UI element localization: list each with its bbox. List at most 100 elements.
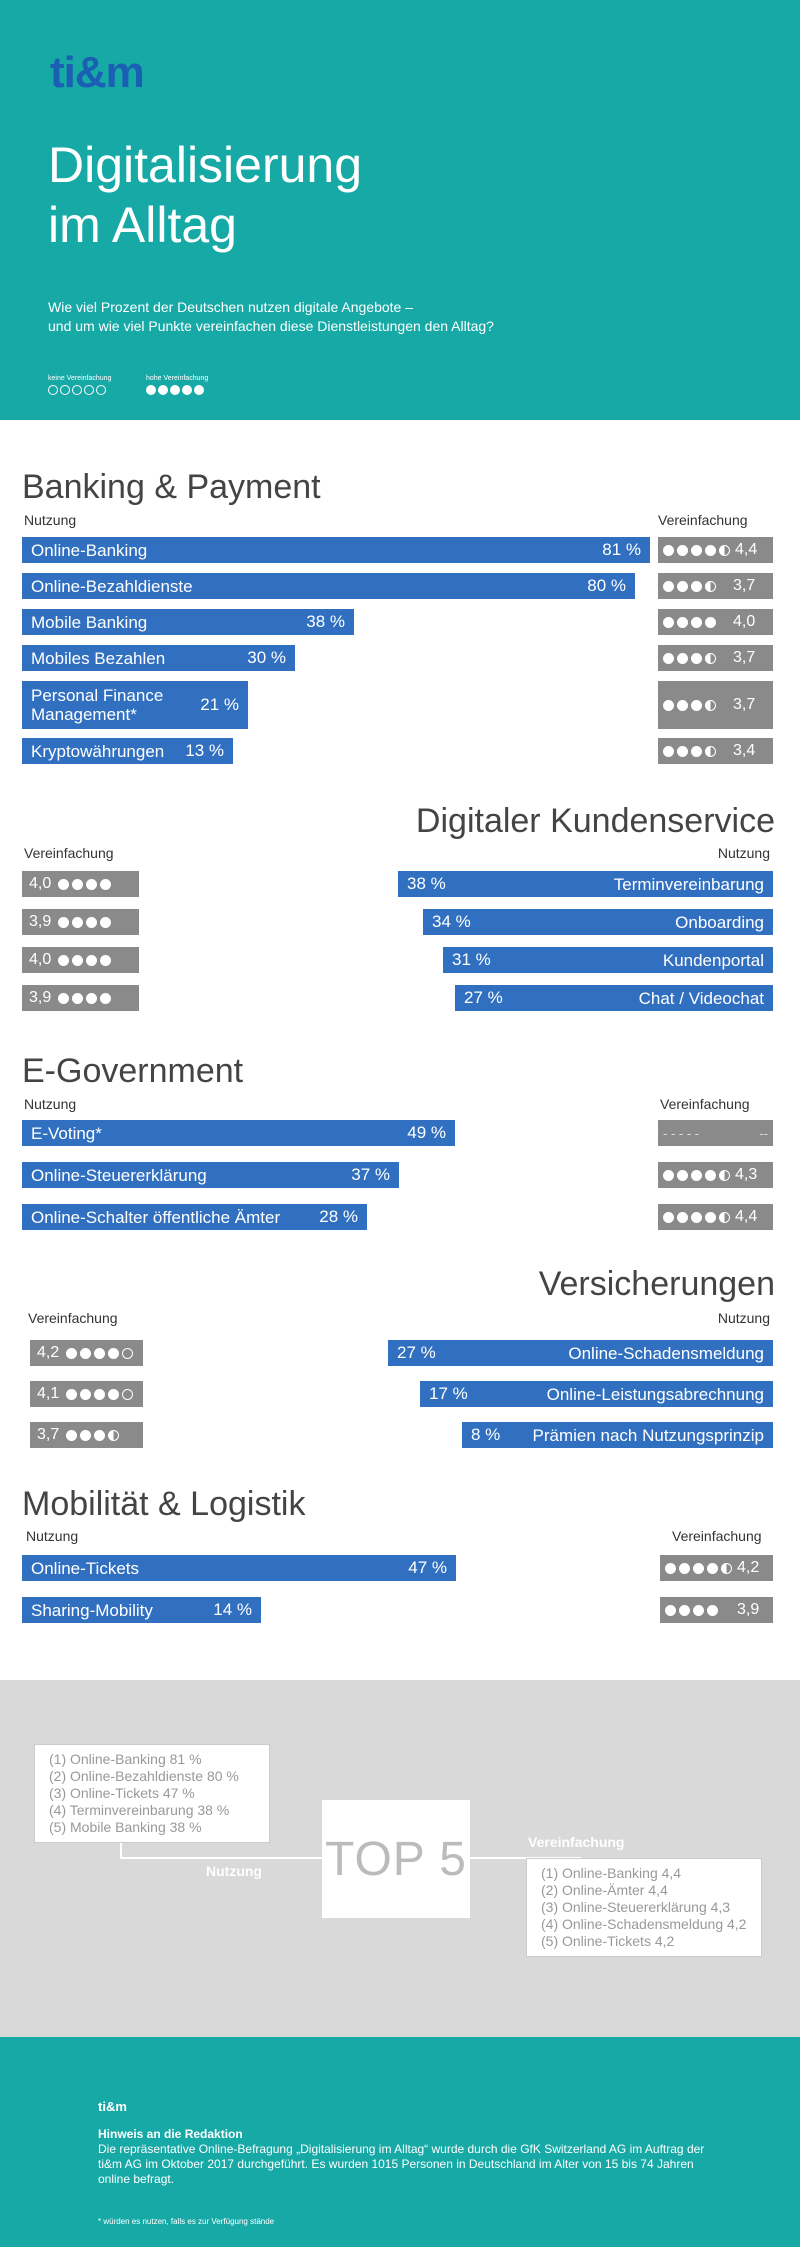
full-dot-icon [663, 544, 674, 556]
list-item: (2) Online-Bezahldienste 80 % [49, 1768, 239, 1784]
bar-value: 47 % [408, 1558, 447, 1577]
list-item: (5) Online-Tickets 4,2 [541, 1933, 675, 1949]
full-dot-icon [72, 878, 84, 890]
rating-sharing-mobility: 3,9 [660, 1597, 773, 1623]
half-dot-icon [108, 1429, 120, 1441]
list-item: (5) Mobile Banking 38 % [49, 1819, 202, 1835]
rating-personal-finance-management: 3,7 [658, 681, 773, 729]
bar-label: Online-Leistungsabrechnung [546, 1384, 764, 1404]
legend-high-label: hohe Vereinfachung [146, 375, 209, 382]
full-dot-icon [707, 1562, 718, 1574]
footer-logo[interactable]: ti&m [98, 2099, 127, 2114]
empty-dot-icon [122, 1347, 134, 1359]
bar-mobile-banking[interactable]: Mobile Banking 38 % [22, 609, 354, 635]
rating-value: 4,3 [735, 1166, 758, 1183]
half-dot-icon [719, 544, 730, 556]
bar-online-tickets[interactable]: Online-Tickets 47 % [22, 1555, 456, 1581]
empty-dot-icon [84, 385, 94, 395]
connector-line-right [470, 1857, 580, 1859]
bar-label: Online-Bezahldienste [31, 576, 193, 596]
bar-label: Online-Banking [31, 540, 148, 560]
bar-personal-finance-management[interactable]: Personal Finance Management* 21 % [22, 681, 248, 729]
rating-e-voting: - - - - - -- [658, 1120, 773, 1146]
bar-label: Online-Schalter öffentliche Ämter [31, 1207, 281, 1227]
rating-online-steuererklaerung: 4,3 [658, 1162, 773, 1188]
full-dot-icon [691, 580, 702, 592]
legend-empty-dots [48, 385, 111, 395]
full-dot-icon [86, 916, 98, 928]
half-dot-icon [705, 745, 716, 757]
top5-section: (1) Online-Banking 81 % (2) Online-Bezah… [0, 1680, 800, 2037]
bar-online-bezahldienste[interactable]: Online-Bezahldienste 80 % [22, 573, 635, 599]
top5-simplification-list: (1) Online-Banking 4,4 (2) Online-Ämter … [526, 1858, 762, 1957]
half-dot-icon [719, 1169, 730, 1181]
connector-line-left [120, 1857, 322, 1859]
bar-onboarding[interactable]: Onboarding 34 % [423, 909, 773, 935]
bar-praemien-nutzungsprinzip[interactable]: Prämien nach Nutzungsprinzip 8 % [462, 1422, 773, 1448]
egov-simplification-header: Vereinfachung [660, 1096, 750, 1112]
full-dot-icon [66, 1429, 78, 1441]
kundenservice-simplification-header: Vereinfachung [24, 845, 114, 861]
full-dot-icon [58, 878, 70, 890]
bar-online-banking[interactable]: Online-Banking 81 % [22, 537, 650, 563]
half-dot-icon [705, 580, 716, 592]
bar-online-schalter[interactable]: Online-Schalter öffentliche Ämter 28 % [22, 1204, 367, 1230]
full-dot-icon [677, 544, 688, 556]
banking-usage-header: Nutzung [24, 512, 77, 528]
full-dot-icon [108, 1388, 120, 1400]
brand-logo[interactable]: ti&m [50, 48, 145, 97]
footer: ti&m Hinweis an die Redaktion Die repräs… [0, 2037, 800, 2247]
rating-kryptowaehrungen: 3,4 [658, 738, 773, 764]
full-dot-icon [693, 1562, 704, 1574]
section-title-kundenservice: Digitaler Kundenservice [415, 802, 775, 840]
list-item: (1) Online-Banking 81 % [49, 1751, 202, 1767]
bar-sharing-mobility[interactable]: Sharing-Mobility 14 % [22, 1597, 261, 1623]
bar-kryptowaehrungen[interactable]: Kryptowährungen 13 % [22, 738, 233, 764]
bar-value: 8 % [471, 1425, 501, 1444]
rating-online-bezahldienste: 3,7 [658, 573, 773, 599]
bar-online-schadensmeldung[interactable]: Online-Schadensmeldung 27 % [388, 1340, 773, 1366]
bar-label: Chat / Videochat [638, 988, 764, 1008]
full-dot-icon [58, 992, 70, 1004]
full-dot-icon [94, 1388, 106, 1400]
rating-value: 3,9 [29, 913, 52, 930]
bar-chat-videochat[interactable]: Chat / Videochat 27 % [455, 985, 773, 1011]
bar-label: Online-Schadensmeldung [568, 1343, 764, 1363]
list-item: (4) Online-Schadensmeldung 4,2 [541, 1916, 747, 1932]
bar-online-steuererklaerung[interactable]: Online-Steuererklärung 37 % [22, 1162, 399, 1188]
bar-label: Kryptowährungen [31, 741, 165, 761]
top5-title: TOP 5 [322, 1800, 470, 1918]
half-dot-icon [721, 1562, 732, 1574]
section-title-egov: E-Government [22, 1052, 244, 1090]
full-dot-icon [677, 1211, 688, 1223]
full-dot-icon [100, 878, 112, 890]
mobilitaet-usage-header: Nutzung [26, 1528, 79, 1544]
full-dot-icon [691, 544, 702, 556]
list-item: (3) Online-Steuererklärung 4,3 [541, 1899, 731, 1915]
list-item: (4) Terminvereinbarung 38 % [49, 1802, 230, 1818]
full-dot-icon [679, 1604, 690, 1616]
bar-kundenportal[interactable]: Kundenportal 31 % [443, 947, 773, 973]
bar-value: 37 % [351, 1165, 390, 1184]
full-dot-icon [100, 992, 112, 1004]
bar-online-leistungsabrechnung[interactable]: Online-Leistungsabrechnung 17 % [420, 1381, 773, 1407]
rating-value: -- [759, 1125, 768, 1141]
bar-label: E-Voting* [31, 1123, 102, 1143]
bar-value: 17 % [429, 1384, 468, 1403]
rating-value: 3,9 [737, 1601, 760, 1618]
bar-terminvereinbarung[interactable]: Terminvereinbarung 38 % [398, 871, 773, 897]
full-dot-icon [677, 652, 688, 664]
bar-label: Mobiles Bezahlen [31, 648, 166, 668]
full-dot-icon [170, 385, 180, 395]
full-dot-icon [72, 954, 84, 966]
bar-mobiles-bezahlen[interactable]: Mobiles Bezahlen 30 % [22, 645, 295, 671]
full-dot-icon [707, 1604, 718, 1616]
top5-usage-list: (1) Online-Banking 81 % (2) Online-Bezah… [34, 1744, 270, 1843]
bar-e-voting[interactable]: E-Voting* 49 % [22, 1120, 455, 1146]
bar-label: Sharing-Mobility [31, 1600, 153, 1620]
full-dot-icon [663, 616, 674, 628]
egov-usage-header: Nutzung [24, 1096, 77, 1112]
bar-label: Onboarding [675, 912, 764, 932]
bar-value: 28 % [319, 1207, 358, 1226]
mobilitaet-simplification-header: Vereinfachung [672, 1528, 762, 1544]
